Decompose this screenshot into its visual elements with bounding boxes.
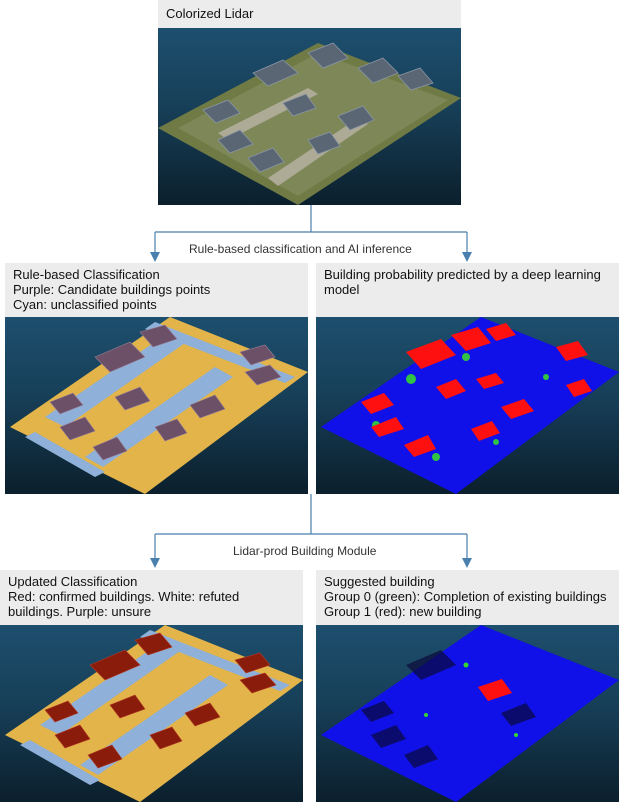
view-suggested [316, 625, 619, 802]
terrain-probability [321, 317, 619, 494]
caption-updated: Updated Classification Red: confirmed bu… [0, 570, 303, 625]
house-roofs [202, 42, 434, 173]
caption-colorized-lidar: Colorized Lidar [158, 0, 461, 28]
caption-line-1: Building probability predicted by a deep… [324, 267, 601, 282]
caption-suggested: Suggested building Group 0 (green): Comp… [316, 570, 619, 625]
caption-line-2: Purple: Candidate buildings points [13, 282, 211, 297]
caption-probability: Building probability predicted by a deep… [316, 263, 619, 317]
candidate-buildings [49, 324, 282, 461]
arrowhead-right-2 [462, 558, 472, 568]
panel-updated: Updated Classification Red: confirmed bu… [0, 570, 303, 802]
caption-line-2: Red: confirmed buildings. White: refuted [8, 589, 240, 604]
caption-line-2: Group 0 (green): Completion of existing … [324, 589, 607, 604]
caption-line-3: buildings. Purple: unsure [8, 604, 152, 619]
caption-line-2: model [324, 282, 360, 297]
view-updated [0, 625, 303, 802]
confirmed-buildings [44, 632, 277, 769]
caption-rule-based: Rule-based Classification Purple: Candid… [5, 263, 308, 317]
arrowhead-right-1 [462, 252, 472, 262]
terrain-suggested [321, 625, 619, 802]
view-rule-based [5, 317, 308, 494]
step-label-building-module: Lidar-prod Building Module [227, 544, 383, 558]
caption-line-3: Cyan: unclassified points [13, 297, 157, 312]
group-0-buildings [424, 662, 518, 737]
arrowhead-left-1 [150, 252, 160, 262]
step-label-classification: Rule-based classification and AI inferen… [183, 242, 418, 256]
caption-line-1: Rule-based Classification [13, 267, 160, 282]
arrowhead-left-2 [150, 558, 160, 568]
panel-colorized-lidar: Colorized Lidar [158, 0, 461, 205]
caption-line-3: Group 1 (red): new building [324, 604, 482, 619]
panel-probability: Building probability predicted by a deep… [316, 263, 619, 494]
panel-rule-based: Rule-based Classification Purple: Candid… [5, 263, 308, 494]
caption-line-1: Suggested building [324, 574, 435, 589]
view-colorized-lidar [158, 28, 461, 205]
high-probability-buildings [361, 323, 592, 457]
group-1-building [478, 679, 512, 701]
caption-line-1: Updated Classification [8, 574, 138, 589]
view-probability [316, 317, 619, 494]
panel-suggested: Suggested building Group 0 (green): Comp… [316, 570, 619, 802]
